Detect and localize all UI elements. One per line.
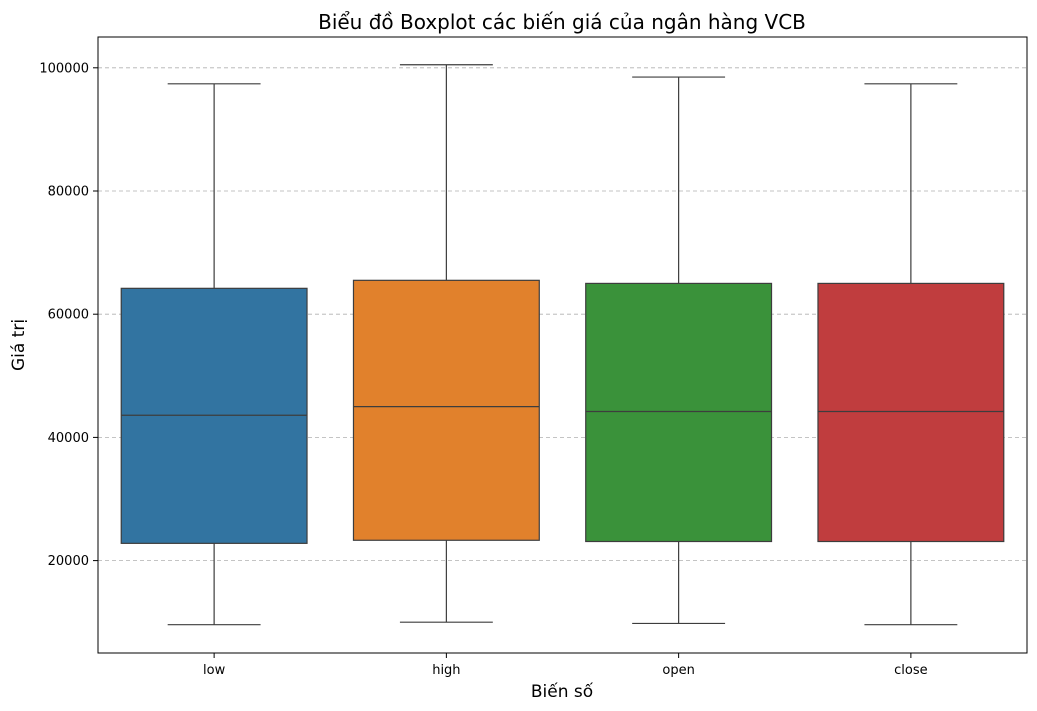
- box-close: [817, 83, 1005, 626]
- y-tick-label: 20000: [48, 554, 89, 569]
- y-tick-label: 40000: [48, 431, 89, 446]
- plot-frame: [97, 36, 1028, 654]
- y-tick-label: 80000: [48, 185, 89, 200]
- y-axis-label: Giá trị: [9, 319, 29, 371]
- y-tick-label: 100000: [39, 61, 89, 76]
- iqr-box: [585, 282, 773, 543]
- iqr-box: [817, 282, 1005, 543]
- iqr-box: [352, 279, 540, 541]
- x-tick-label: low: [203, 663, 226, 678]
- y-axis: 20000 40000 60000 80000 100000: [39, 61, 98, 569]
- box-high: [352, 64, 540, 623]
- box-low: [120, 83, 308, 626]
- chart-title: Biểu đồ Boxplot các biến giá của ngân hà…: [318, 10, 806, 34]
- iqr-box: [120, 287, 308, 544]
- box-open: [585, 76, 773, 625]
- y-tick-label: 60000: [48, 308, 89, 323]
- box-layer: [120, 64, 1005, 626]
- x-axis-label: Biến số: [531, 681, 594, 702]
- x-tick-label: open: [662, 663, 694, 678]
- x-tick-label: close: [894, 663, 927, 678]
- x-tick-label: high: [432, 663, 460, 678]
- x-axis: low high open close: [203, 653, 928, 678]
